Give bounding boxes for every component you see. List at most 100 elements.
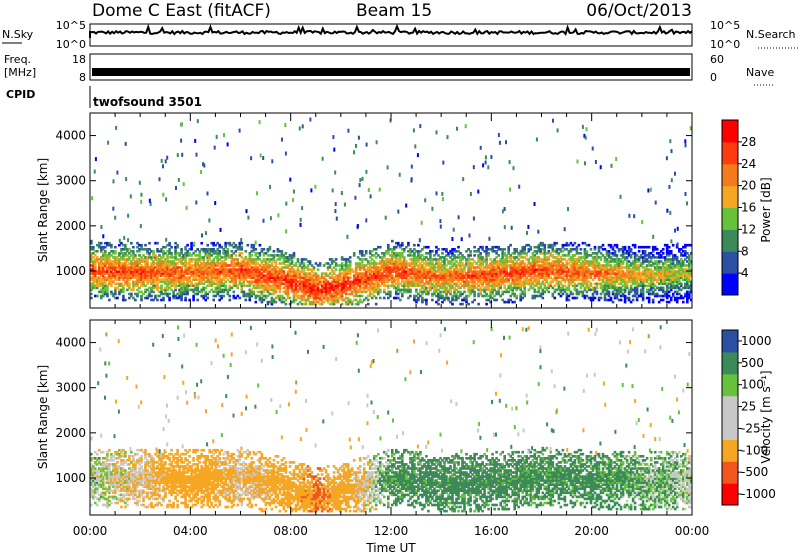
heatmap-cell: [328, 302, 332, 306]
heatmap-cell: [258, 264, 262, 267]
heatmap-cell: [336, 282, 340, 286]
heatmap-cell: [453, 254, 456, 257]
heatmap-cell: [368, 286, 372, 290]
heatmap-cell: [557, 260, 561, 263]
heatmap-cell: [358, 258, 362, 261]
heatmap-cell: [449, 272, 452, 275]
heatmap-cell: [230, 280, 234, 284]
heatmap-cell: [130, 262, 133, 265]
heatmap-cell: [463, 266, 466, 269]
heatmap-cell: [196, 298, 199, 302]
heatmap-cell: [294, 276, 298, 279]
heatmap-cell: [377, 280, 380, 284]
heatmap-cell: [539, 243, 543, 247]
heatmap-cell: [463, 280, 466, 284]
heatmap-cell: [527, 278, 531, 281]
heatmap-cell: [475, 250, 478, 253]
heatmap-cell: [497, 262, 500, 265]
heatmap-cell: [517, 272, 520, 275]
heatmap-cell: [108, 260, 111, 263]
heatmap-cell: [178, 252, 181, 255]
heatmap-cell: [150, 274, 153, 277]
heatmap-cell: [246, 280, 250, 284]
heatmap-cell: [228, 241, 232, 245]
heatmap-cell: [381, 262, 384, 265]
heatmap-cell: [635, 276, 639, 279]
heatmap-cell: [575, 245, 579, 249]
heatmap-cell: [633, 258, 637, 261]
heatmap-cell: [473, 276, 476, 279]
heatmap-cell: [134, 266, 137, 269]
heatmap-cell: [196, 270, 199, 273]
heatmap-cell: [537, 245, 541, 249]
heatmap-cell: [126, 284, 129, 288]
heatmap-cell: [405, 290, 408, 294]
heatmap-cell: [308, 278, 312, 281]
heatmap-cell: [222, 294, 225, 298]
heatmap-cell: [501, 254, 504, 257]
heatmap-cell: [238, 268, 242, 271]
heatmap-cell: [274, 266, 278, 269]
heatmap-cell: [234, 276, 238, 279]
heatmap-cell: [202, 262, 205, 265]
heatmap-cell: [525, 280, 528, 284]
heatmap-cell: [330, 300, 334, 304]
heatmap-cell: [254, 268, 258, 271]
heatmap-cell: [411, 284, 414, 288]
heatmap-cell: [308, 284, 312, 288]
heatmap-cell: [124, 252, 127, 255]
heatmap-cell: [441, 276, 444, 279]
heatmap-cell: [262, 266, 266, 269]
heatmap-cell: [513, 252, 516, 255]
heatmap-cell: [248, 298, 252, 302]
heatmap-cell: [523, 262, 526, 265]
heatmap-cell: [310, 268, 314, 271]
heatmap-cell: [551, 272, 555, 275]
heatmap-cell: [362, 288, 366, 292]
heatmap-cell: [340, 288, 344, 292]
heatmap-cell: [218, 252, 221, 255]
heatmap-cell: [102, 286, 105, 290]
heatmap-cell: [633, 268, 637, 271]
heatmap-cell: [334, 300, 338, 304]
heatmap-cell: [166, 266, 169, 269]
heatmap-cell: [565, 278, 569, 281]
heatmap-cell: [326, 286, 330, 290]
heatmap-cell: [577, 256, 581, 259]
heatmap-cell: [435, 276, 438, 279]
heatmap-cell: [637, 278, 641, 281]
heatmap-cell: [200, 282, 203, 286]
heatmap-cell: [248, 296, 252, 300]
heatmap-cell: [144, 243, 147, 247]
heatmap-cell: [499, 272, 502, 275]
heatmap-cell: [108, 280, 111, 284]
heatmap-cell: [358, 266, 362, 269]
heatmap-cell: [302, 278, 306, 281]
heatmap-cell: [507, 278, 510, 281]
heatmap-cell: [362, 274, 366, 277]
heatmap-cell: [260, 298, 264, 302]
heatmap-cell: [627, 248, 631, 251]
heatmap-cell: [531, 254, 535, 257]
nave-label: Nave: [746, 66, 774, 79]
heatmap-cell: [356, 300, 360, 304]
heatmap-cell: [100, 272, 103, 275]
heatmap-cell: [176, 284, 179, 288]
heatmap-cell: [519, 298, 522, 302]
heatmap-cell: [429, 288, 432, 292]
heatmap-cell: [232, 264, 236, 267]
heatmap-cell: [497, 290, 500, 294]
heatmap-cell: [182, 272, 185, 275]
heatmap-cell: [200, 276, 203, 279]
heatmap-cell: [110, 282, 113, 286]
heatmap-cell: [104, 290, 107, 294]
heatmap-cell: [364, 296, 368, 300]
heatmap-cell: [491, 282, 494, 286]
heatmap-cell: [423, 270, 426, 273]
heatmap-cell: [222, 274, 225, 277]
heatmap-cell: [467, 284, 470, 288]
heatmap-cell: [515, 248, 518, 251]
heatmap-cell: [222, 270, 225, 273]
heatmap-cell: [212, 272, 215, 275]
heatmap-cell: [194, 264, 197, 267]
